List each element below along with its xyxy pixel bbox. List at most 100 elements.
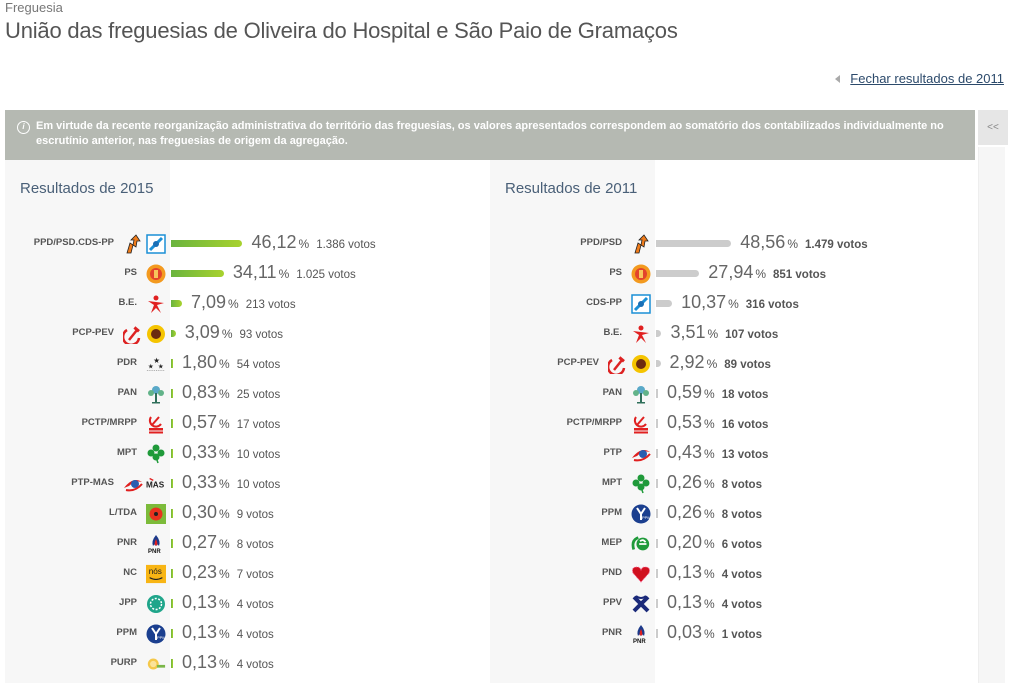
percentage-value: 0,30 xyxy=(182,502,218,522)
result-row: PCP-PEV 3,09% 93 votos xyxy=(5,320,475,350)
result-bar xyxy=(656,629,658,638)
percent-symbol: % xyxy=(221,327,233,341)
percentage-label: 48,56% 1.479 votos xyxy=(740,232,867,253)
votes-count: 8 votos xyxy=(721,509,762,521)
percent-symbol: % xyxy=(219,357,230,371)
ppm-icon: PPM xyxy=(146,624,166,644)
svg-text:★: ★ xyxy=(158,364,164,371)
close-2011-results-link[interactable]: Fechar resultados de 2011 xyxy=(835,71,1004,86)
ppv-cross-icon xyxy=(631,594,651,614)
percent-symbol: % xyxy=(219,477,230,491)
result-row: PAN 0,83% 25 votos xyxy=(5,380,475,410)
result-row: PCP-PEV 2,92% 89 votos xyxy=(490,350,960,380)
sidebar-strip xyxy=(978,147,1005,683)
percentage-label: 0,33% 10 votos xyxy=(182,442,280,463)
percentage-value: 0,13 xyxy=(182,592,218,612)
result-bar xyxy=(656,539,658,548)
party-name: PAN xyxy=(602,387,622,398)
result-row: PURP 0,13% 4 votos xyxy=(5,650,475,680)
percentage-label: 0,27% 8 votos xyxy=(182,532,274,553)
result-bar xyxy=(656,509,658,518)
party-logos xyxy=(603,233,651,255)
percentage-value: 0,83 xyxy=(182,382,218,402)
percent-symbol: % xyxy=(228,297,239,311)
result-bar xyxy=(656,419,658,428)
percentage-label: 1,80% 54 votos xyxy=(182,352,280,373)
percentage-value: 0,26 xyxy=(667,502,703,522)
result-row: PPD/PSD.CDS-PP 46,12% 1.386 votos xyxy=(5,230,475,260)
cds-pp-icon xyxy=(146,234,166,254)
result-row: PPM PPM 0,26% 8 votos xyxy=(490,500,960,530)
percentage-value: 0,13 xyxy=(182,622,218,642)
pnr-flame-icon: PNR xyxy=(631,624,651,644)
votes-count: 4 votos xyxy=(236,599,274,611)
result-bar xyxy=(171,419,173,428)
collapse-sidebar-button[interactable]: << xyxy=(978,110,1008,145)
label-column xyxy=(5,160,170,683)
party-logos xyxy=(118,503,166,525)
percentage-value: 46,12 xyxy=(251,232,297,252)
percentage-label: 0,13% 4 votos xyxy=(182,592,274,613)
percent-symbol: % xyxy=(704,417,715,431)
votes-count: 4 votos xyxy=(236,629,274,641)
percentage-value: 0,33 xyxy=(182,442,218,462)
party-logos xyxy=(603,443,651,465)
percent-symbol: % xyxy=(704,447,715,461)
result-row: PAN 0,59% 18 votos xyxy=(490,380,960,410)
votes-count: 17 votos xyxy=(236,419,281,431)
result-bar xyxy=(656,479,658,488)
result-bar xyxy=(656,270,700,277)
result-bar xyxy=(171,629,173,638)
result-row: PTP-MAS MAS 0,33% 10 votos xyxy=(5,470,475,500)
percentage-value: 7,09 xyxy=(190,292,227,312)
percentage-label: 0,13% 4 votos xyxy=(667,592,762,613)
party-name: PTP-MAS xyxy=(71,477,114,488)
result-bar xyxy=(171,569,173,578)
triangle-left-icon xyxy=(835,74,841,83)
psd-arrow-icon xyxy=(631,234,651,254)
svg-text:PPM: PPM xyxy=(157,635,166,640)
svg-text:★: ★ xyxy=(153,356,160,365)
svg-text:PNR: PNR xyxy=(148,549,161,554)
votes-count: 25 votos xyxy=(236,389,281,401)
result-row: MEP 0,20% 6 votos xyxy=(490,530,960,560)
percentage-value: 0,43 xyxy=(667,442,703,462)
percentage-label: 0,13% 4 votos xyxy=(182,622,274,643)
percentage-label: 3,09% 93 votos xyxy=(185,322,283,343)
votes-count: 7 votos xyxy=(236,569,274,581)
result-row: PNR PNR 0,27% 8 votos xyxy=(5,530,475,560)
mpt-clover-icon xyxy=(146,444,166,464)
percentage-value: 0,59 xyxy=(667,382,703,402)
percentage-label: 0,43% 13 votos xyxy=(667,442,768,463)
party-logos xyxy=(603,563,651,585)
percentage-label: 7,09% 213 votos xyxy=(191,292,296,313)
ps-fist-icon xyxy=(146,264,166,284)
hammer-sickle-icon xyxy=(123,324,143,344)
party-name: MEP xyxy=(601,537,622,548)
percentage-label: 0,26% 8 votos xyxy=(667,472,762,493)
result-bar xyxy=(656,569,658,578)
party-name: PNR xyxy=(601,627,622,638)
result-bar xyxy=(171,300,182,307)
party-logos xyxy=(603,383,651,405)
party-name: MPT xyxy=(601,477,622,488)
percentage-value: 0,23 xyxy=(182,562,218,582)
svg-text:★: ★ xyxy=(148,364,154,371)
percent-symbol: % xyxy=(728,297,739,311)
result-row: PCTP/MRPP 0,57% 17 votos xyxy=(5,410,475,440)
party-name: PPD/PSD.CDS-PP xyxy=(33,237,114,248)
percentage-value: 3,51 xyxy=(670,322,706,342)
percent-symbol: % xyxy=(278,267,290,281)
party-logos xyxy=(603,593,651,615)
party-logos xyxy=(118,383,166,405)
result-bar xyxy=(656,360,661,367)
percent-symbol: % xyxy=(219,657,230,671)
mrpp-hammer-sickle-icon xyxy=(146,414,166,434)
percentage-value: 0,13 xyxy=(182,652,218,672)
party-logos: PNR xyxy=(603,623,651,645)
percent-symbol: % xyxy=(704,477,715,491)
percent-symbol: % xyxy=(219,627,230,641)
result-bar xyxy=(171,659,173,668)
party-logos xyxy=(603,263,651,285)
party-name: B.E. xyxy=(118,297,137,308)
